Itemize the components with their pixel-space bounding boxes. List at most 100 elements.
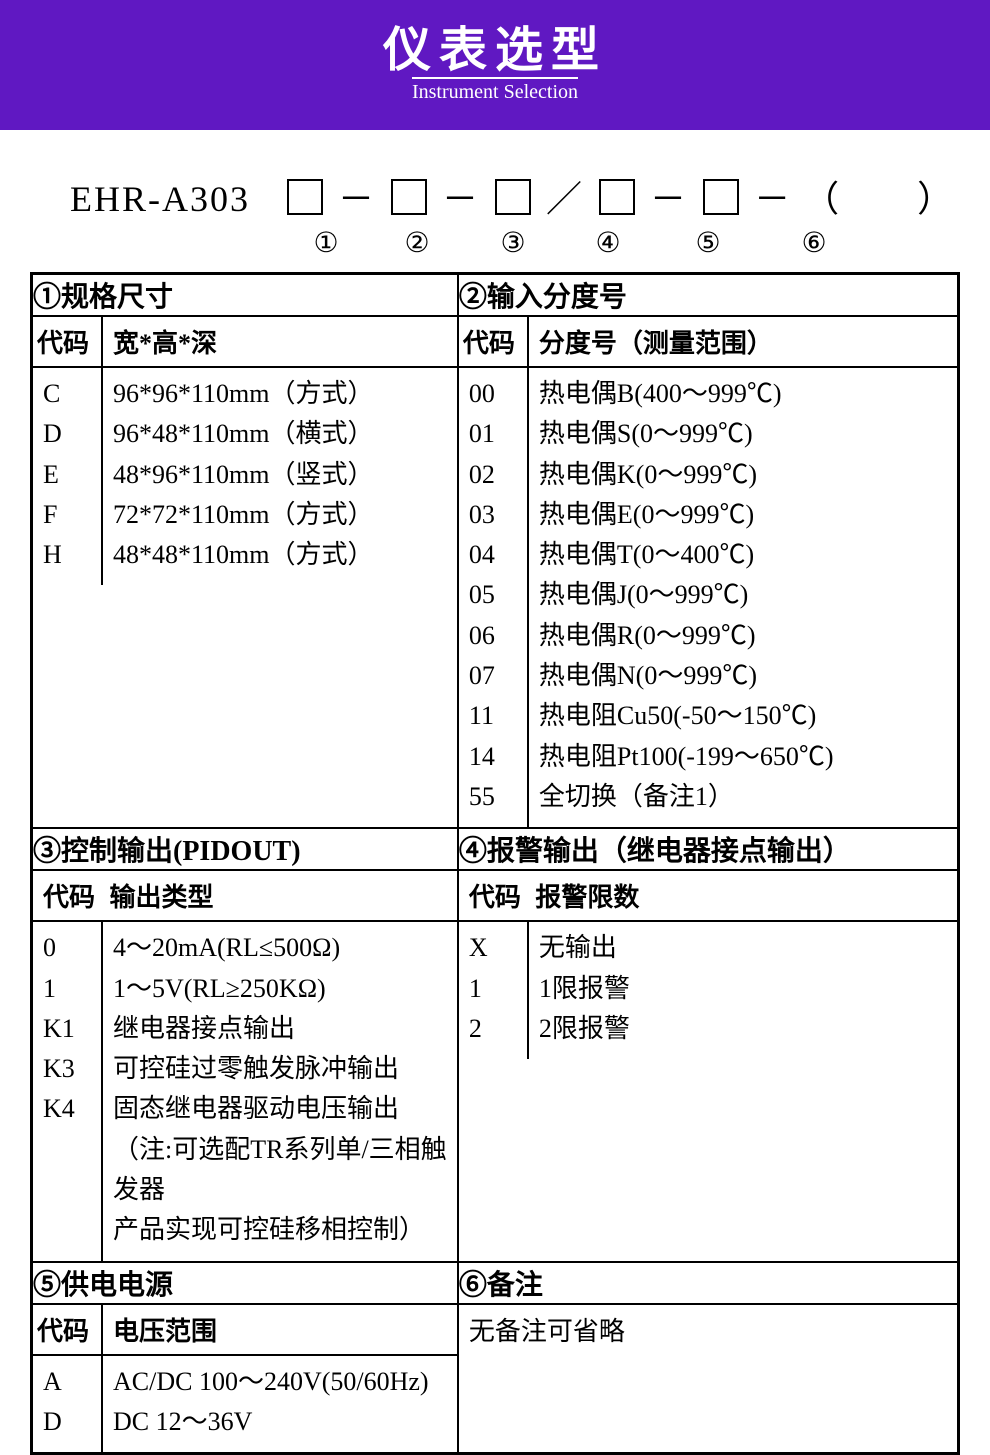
table-code: F [43,495,91,535]
s3-header-desc: 输出类型 [110,883,214,912]
selection-table: ①规格尺寸 ②输入分度号 代码 宽*高*深 [30,272,960,1455]
table-code: 0 [43,928,91,968]
section-4-title: ④报警输出（继电器接点输出） [458,828,959,870]
circled-4: ④ [564,226,652,260]
table-desc: 全切换（备注1） [539,777,947,817]
section-5-title: ⑤供电电源 [32,1262,458,1304]
table-code: 07 [469,656,517,696]
table-desc: 继电器接点输出 [113,1009,447,1049]
table-code: 11 [469,696,517,736]
section-3-body: 代码 输出类型 01K1K3K4 4～20mA(RL≤500Ω)1～5V(RL≥… [32,870,458,1261]
slot-5 [703,179,739,215]
table-desc: 固态继电器驱动电压输出 [113,1089,447,1129]
sep-4: － [650,179,688,219]
table-desc: 可控硅过零触发脉冲输出 [113,1049,447,1089]
s6-note: 无备注可省略 [459,1305,957,1354]
s5-header-code: 代码 [37,1317,89,1346]
section-3-title: ③控制输出(PIDOUT) [32,828,458,870]
table-desc: 4～20mA(RL≤500Ω) [113,928,447,968]
slot-3 [495,179,531,215]
s5-code-col: AD [33,1356,103,1453]
s2-code-col: 0001020304050607111455 [459,368,529,827]
table-code: K1 [43,1009,91,1049]
slot-1 [287,179,323,215]
table-desc: 96*48*110mm（横式） [113,414,447,454]
table-desc: 热电阻Cu50(-50～150℃) [539,696,947,736]
section-6-body: 无备注可省略 [458,1304,959,1454]
sep-2: － [442,179,480,219]
table-code: D [43,1402,91,1442]
table-desc: 热电偶B(400～999℃) [539,374,947,414]
section-1-body: 代码 宽*高*深 CDEFH 96*96*110mm（方式）96*48*110 [32,316,458,828]
table-code: A [43,1362,91,1402]
s4-code-col: X12 [459,922,529,1059]
table-desc: 热电阻Pt100(-199～650℃) [539,737,947,777]
slot-6-paren: （ ） [803,179,955,219]
table-desc: 热电偶E(0～999℃) [539,495,947,535]
section-2-body: 代码 分度号（测量范围） 0001020304050607111455 热电偶 [458,316,959,828]
table-code: 02 [469,455,517,495]
table-code: 05 [469,575,517,615]
banner-title: 仪表选型 [383,27,607,75]
model-prefix: EHR-A303 [70,179,250,219]
sep-3: ／ [546,179,584,219]
section-6-title: ⑥备注 [458,1262,959,1304]
sep-5: － [754,179,792,219]
table-code: 2 [469,1009,517,1049]
s1-header-code: 代码 [37,329,89,358]
table-desc: 72*72*110mm（方式） [113,495,447,535]
table-desc: 无输出 [539,928,947,968]
table-desc: 热电偶J(0～999℃) [539,575,947,615]
table-desc: 热电偶N(0～999℃) [539,656,947,696]
circled-numbers-row: ① ② ③ ④ ⑤ ⑥ [30,226,960,260]
table-note: （注:可选配TR系列单/三相触发器 [113,1130,447,1211]
s3-header-code: 代码 [43,877,103,914]
s3-code-col: 01K1K3K4 [33,922,103,1260]
banner-subtitle: Instrument Selection [412,77,578,104]
s1-header-desc: 宽*高*深 [113,329,217,358]
circled-5: ⑤ [659,226,757,260]
circled-6: ⑥ [764,226,864,260]
table-code: 1 [469,969,517,1009]
slot-4 [599,179,635,215]
table-code: 1 [43,969,91,1009]
table-desc: 96*96*110mm（方式） [113,374,447,414]
section-1-title: ①规格尺寸 [32,274,458,317]
table-desc: 热电偶R(0～999℃) [539,616,947,656]
table-desc: 热电偶K(0～999℃) [539,455,947,495]
s2-header-code: 代码 [463,329,515,358]
circled-3: ③ [469,226,557,260]
table-code: 01 [469,414,517,454]
table-code: K4 [43,1089,91,1129]
table-desc: 热电偶T(0～400℃) [539,535,947,575]
table-desc: 48*48*110mm（方式） [113,535,447,575]
table-desc: 1～5V(RL≥250KΩ) [113,969,447,1009]
table-code: X [469,928,517,968]
section-4-body: 代码 报警限数 X12 无输出1限报警2限报警 [458,870,959,1261]
table-code: K3 [43,1049,91,1089]
section-5-body: 代码 电压范围 AD AC/DC 100～240V(50/60Hz)DC 12 [32,1304,458,1454]
circled-1: ① [287,226,365,260]
table-code: 06 [469,616,517,656]
table-desc: DC 12～36V [113,1402,447,1442]
s4-header-code: 代码 [469,877,529,914]
table-desc: 热电偶S(0～999℃) [539,414,947,454]
slot-2 [391,179,427,215]
table-code: C [43,374,91,414]
circled-2: ② [372,226,462,260]
s2-header-desc: 分度号（测量范围） [539,329,773,358]
table-note: 产品实现可控硅移相控制） [113,1210,447,1250]
table-code: H [43,535,91,575]
sep-1: － [338,179,376,219]
s5-header-desc: 电压范围 [113,1317,217,1346]
table-desc: 1限报警 [539,969,947,1009]
table-desc: 48*96*110mm（竖式） [113,455,447,495]
table-code: 04 [469,535,517,575]
table-code: 00 [469,374,517,414]
s1-code-col: CDEFH [33,368,103,585]
table-code: 55 [469,777,517,817]
s4-header-desc: 报警限数 [535,883,639,912]
table-desc: 2限报警 [539,1009,947,1049]
table-code: 14 [469,737,517,777]
table-code: D [43,414,91,454]
